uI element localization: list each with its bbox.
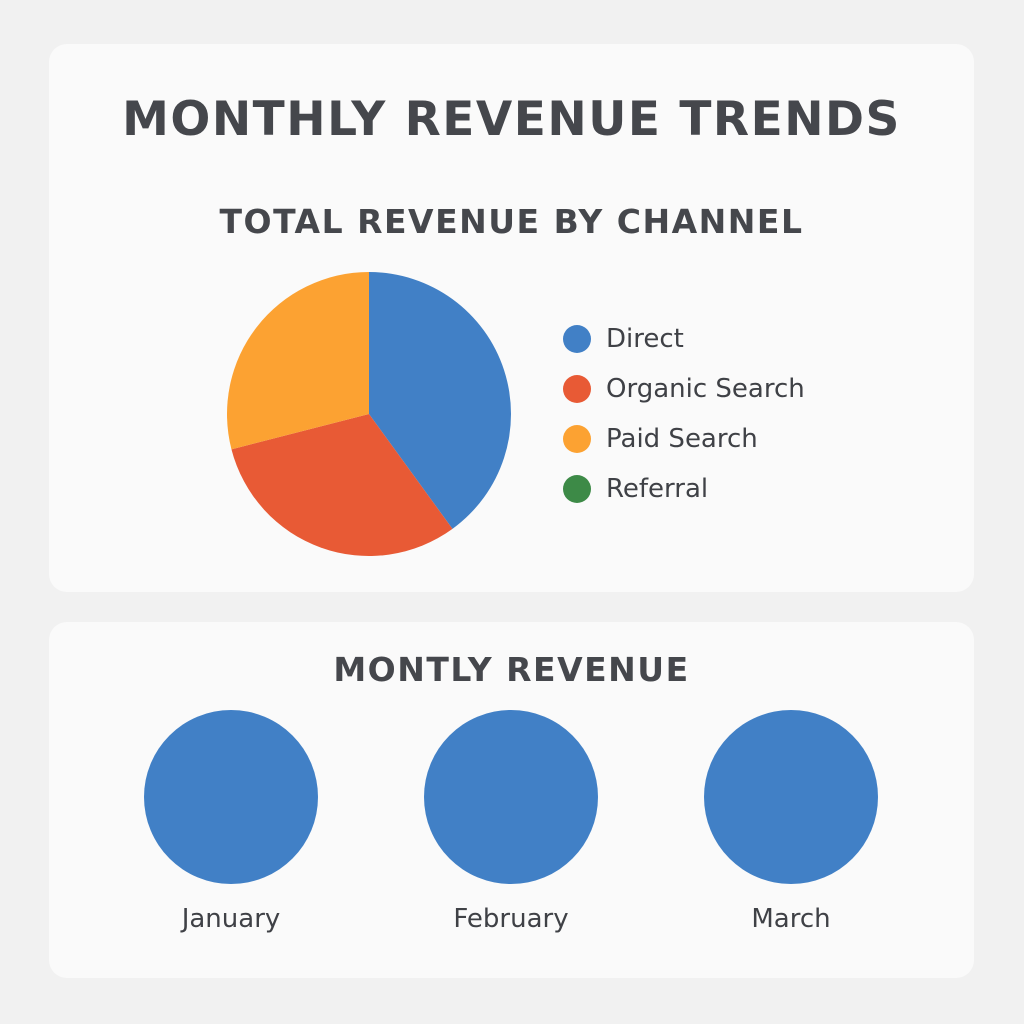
legend-swatch <box>563 375 591 403</box>
legend-label: Referral <box>606 474 709 504</box>
legend-label: Organic Search <box>606 374 805 404</box>
month-marker <box>144 710 318 884</box>
legend-swatch <box>563 325 591 353</box>
month-marker <box>704 710 878 884</box>
legend-swatch <box>563 425 591 453</box>
month-item: February <box>401 710 621 934</box>
pie-slice-direct <box>369 272 511 529</box>
legend-label: Paid Search <box>606 424 758 454</box>
monthly-chart-title: MONTLY REVENUE <box>333 650 690 689</box>
month-label: March <box>751 904 831 934</box>
legend-item: Paid Search <box>563 414 805 464</box>
month-label: January <box>181 904 281 934</box>
month-label: February <box>453 904 569 934</box>
month-item: March <box>681 710 901 934</box>
pie-legend: Direct Organic Search Paid Search Referral <box>563 314 805 514</box>
month-marker <box>424 710 598 884</box>
legend-label: Direct <box>606 324 684 354</box>
revenue-pie-chart <box>227 272 511 556</box>
month-item: January <box>121 710 341 934</box>
channel-revenue-card: MONTHLY REVENUE TRENDS TOTAL REVENUE BY … <box>49 44 974 592</box>
pie-chart-title: TOTAL REVENUE BY CHANNEL <box>219 202 804 241</box>
pie-slice-organic-search <box>231 414 453 556</box>
monthly-revenue-card: MONTLY REVENUE January February March <box>49 622 974 978</box>
legend-item: Direct <box>563 314 805 364</box>
page-title: MONTHLY REVENUE TRENDS <box>122 92 901 147</box>
legend-item: Referral <box>563 464 805 514</box>
legend-swatch <box>563 475 591 503</box>
pie-slice-paid-search <box>227 272 369 450</box>
legend-item: Organic Search <box>563 364 805 414</box>
